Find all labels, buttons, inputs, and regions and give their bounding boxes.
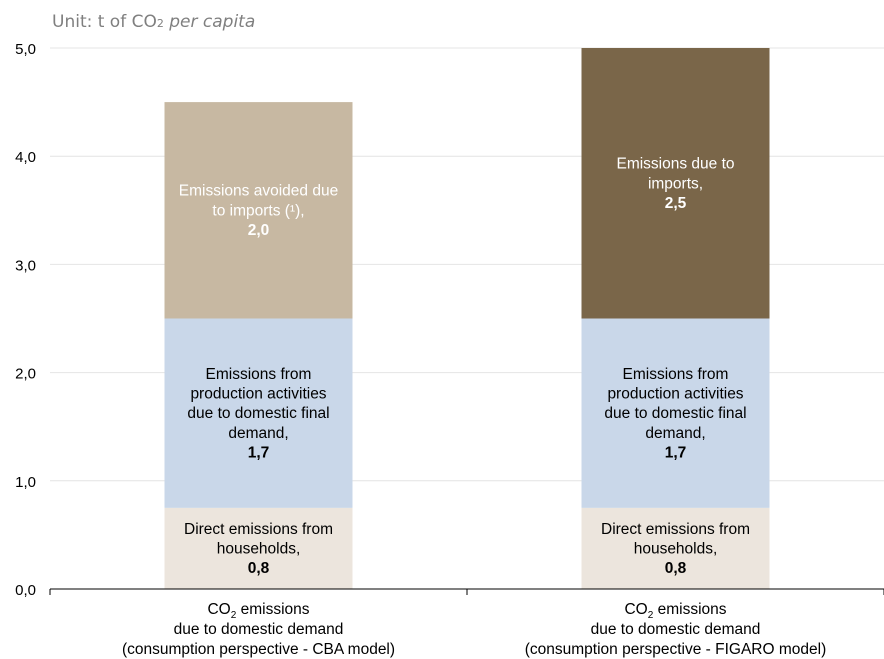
segment-label: imports, bbox=[648, 175, 703, 192]
data-label: 1,7 bbox=[248, 444, 270, 461]
category-label: CO2 emissions bbox=[624, 601, 726, 621]
category-label: due to domestic demand bbox=[174, 621, 344, 638]
data-label: 0,8 bbox=[248, 560, 270, 577]
y-tick-label: 3,0 bbox=[15, 257, 36, 274]
segment-label: production activities bbox=[190, 386, 326, 403]
segment-label: due to domestic final bbox=[187, 405, 329, 422]
data-label: 0,8 bbox=[665, 560, 687, 577]
segment-label: households, bbox=[634, 540, 718, 557]
segment-label: Emissions due to bbox=[616, 156, 734, 173]
category-label: (consumption perspective - FIGARO model) bbox=[525, 641, 827, 658]
y-tick-label: 1,0 bbox=[15, 474, 36, 491]
bar-segment bbox=[581, 507, 770, 589]
category-label: (consumption perspective - CBA model) bbox=[122, 641, 395, 658]
y-tick-label: 4,0 bbox=[15, 149, 36, 166]
bar-segment bbox=[164, 102, 353, 319]
segment-label: due to domestic final bbox=[604, 405, 746, 422]
category-label: due to domestic demand bbox=[591, 621, 761, 638]
segment-label: to imports (¹), bbox=[212, 202, 304, 219]
bar-segment bbox=[581, 48, 770, 319]
data-label: 1,7 bbox=[665, 444, 687, 461]
y-tick-label: 5,0 bbox=[15, 41, 36, 58]
segment-label: demand, bbox=[228, 425, 288, 442]
segment-label: Direct emissions from bbox=[601, 521, 750, 538]
segment-label: Emissions avoided due bbox=[179, 183, 338, 200]
bar-segment bbox=[581, 318, 770, 508]
segment-label: households, bbox=[217, 540, 301, 557]
data-label: 2,5 bbox=[665, 195, 687, 212]
category-label: CO2 emissions bbox=[207, 601, 309, 621]
bar-segment bbox=[164, 507, 353, 589]
y-tick-label: 0,0 bbox=[15, 582, 36, 599]
bar-segment bbox=[164, 318, 353, 508]
segment-label: Emissions from bbox=[206, 366, 312, 383]
segment-label: Emissions from bbox=[623, 366, 729, 383]
segment-label: production activities bbox=[607, 386, 743, 403]
unit-label: Unit: t of CO2 per capita bbox=[52, 12, 256, 32]
data-label: 2,0 bbox=[248, 222, 270, 239]
y-tick-label: 2,0 bbox=[15, 366, 36, 383]
segment-label: Direct emissions from bbox=[184, 521, 333, 538]
segment-label: demand, bbox=[645, 425, 705, 442]
